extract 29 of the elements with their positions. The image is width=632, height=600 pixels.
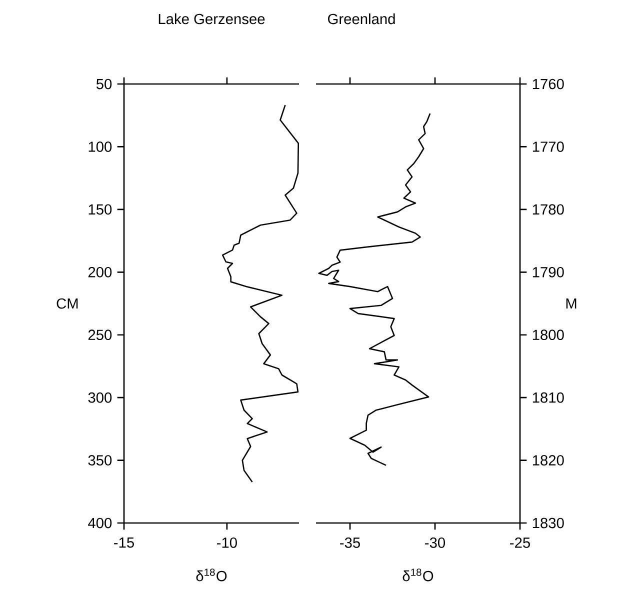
y-tick-label: 1790	[532, 266, 564, 278]
y-tick-label: 50	[96, 78, 112, 90]
chart-title: Lake Gerzensee	[158, 13, 265, 24]
y-tick-label: 1770	[532, 142, 564, 152]
y-tick-label: 300	[88, 392, 112, 403]
y-tick-label: 200	[88, 266, 112, 278]
y-tick-label: 250	[88, 330, 112, 340]
x-tick-label: -35	[340, 538, 360, 548]
chart-title: Greenland	[328, 13, 395, 24]
x-tick-label: -25	[510, 538, 530, 548]
y-tick-label: 1780	[532, 204, 564, 215]
x-tick-label: -15	[114, 538, 134, 548]
y-tick-label: 1760	[532, 78, 564, 90]
y-tick-label: 350	[88, 455, 112, 466]
x-axis-title: δ$^{18}$O	[402, 568, 434, 582]
line-series	[222, 104, 299, 483]
x-tick-label: -30	[425, 538, 446, 548]
y-axis-title: M	[566, 298, 576, 309]
y-tick-label: 1830	[532, 518, 564, 528]
x-axis-title: δ$^{18}$O	[196, 568, 227, 582]
y-tick-label: 400	[88, 518, 112, 528]
y-tick-label: 1810	[532, 392, 564, 403]
y-tick-label: 1820	[532, 455, 564, 466]
y-axis-title: CM	[56, 298, 78, 309]
x-tick-label: -10	[216, 538, 237, 548]
y-tick-label: 150	[88, 204, 112, 215]
y-tick-label: 1800	[532, 330, 564, 340]
line-series	[318, 112, 431, 466]
y-tick-label: 100	[88, 142, 112, 152]
